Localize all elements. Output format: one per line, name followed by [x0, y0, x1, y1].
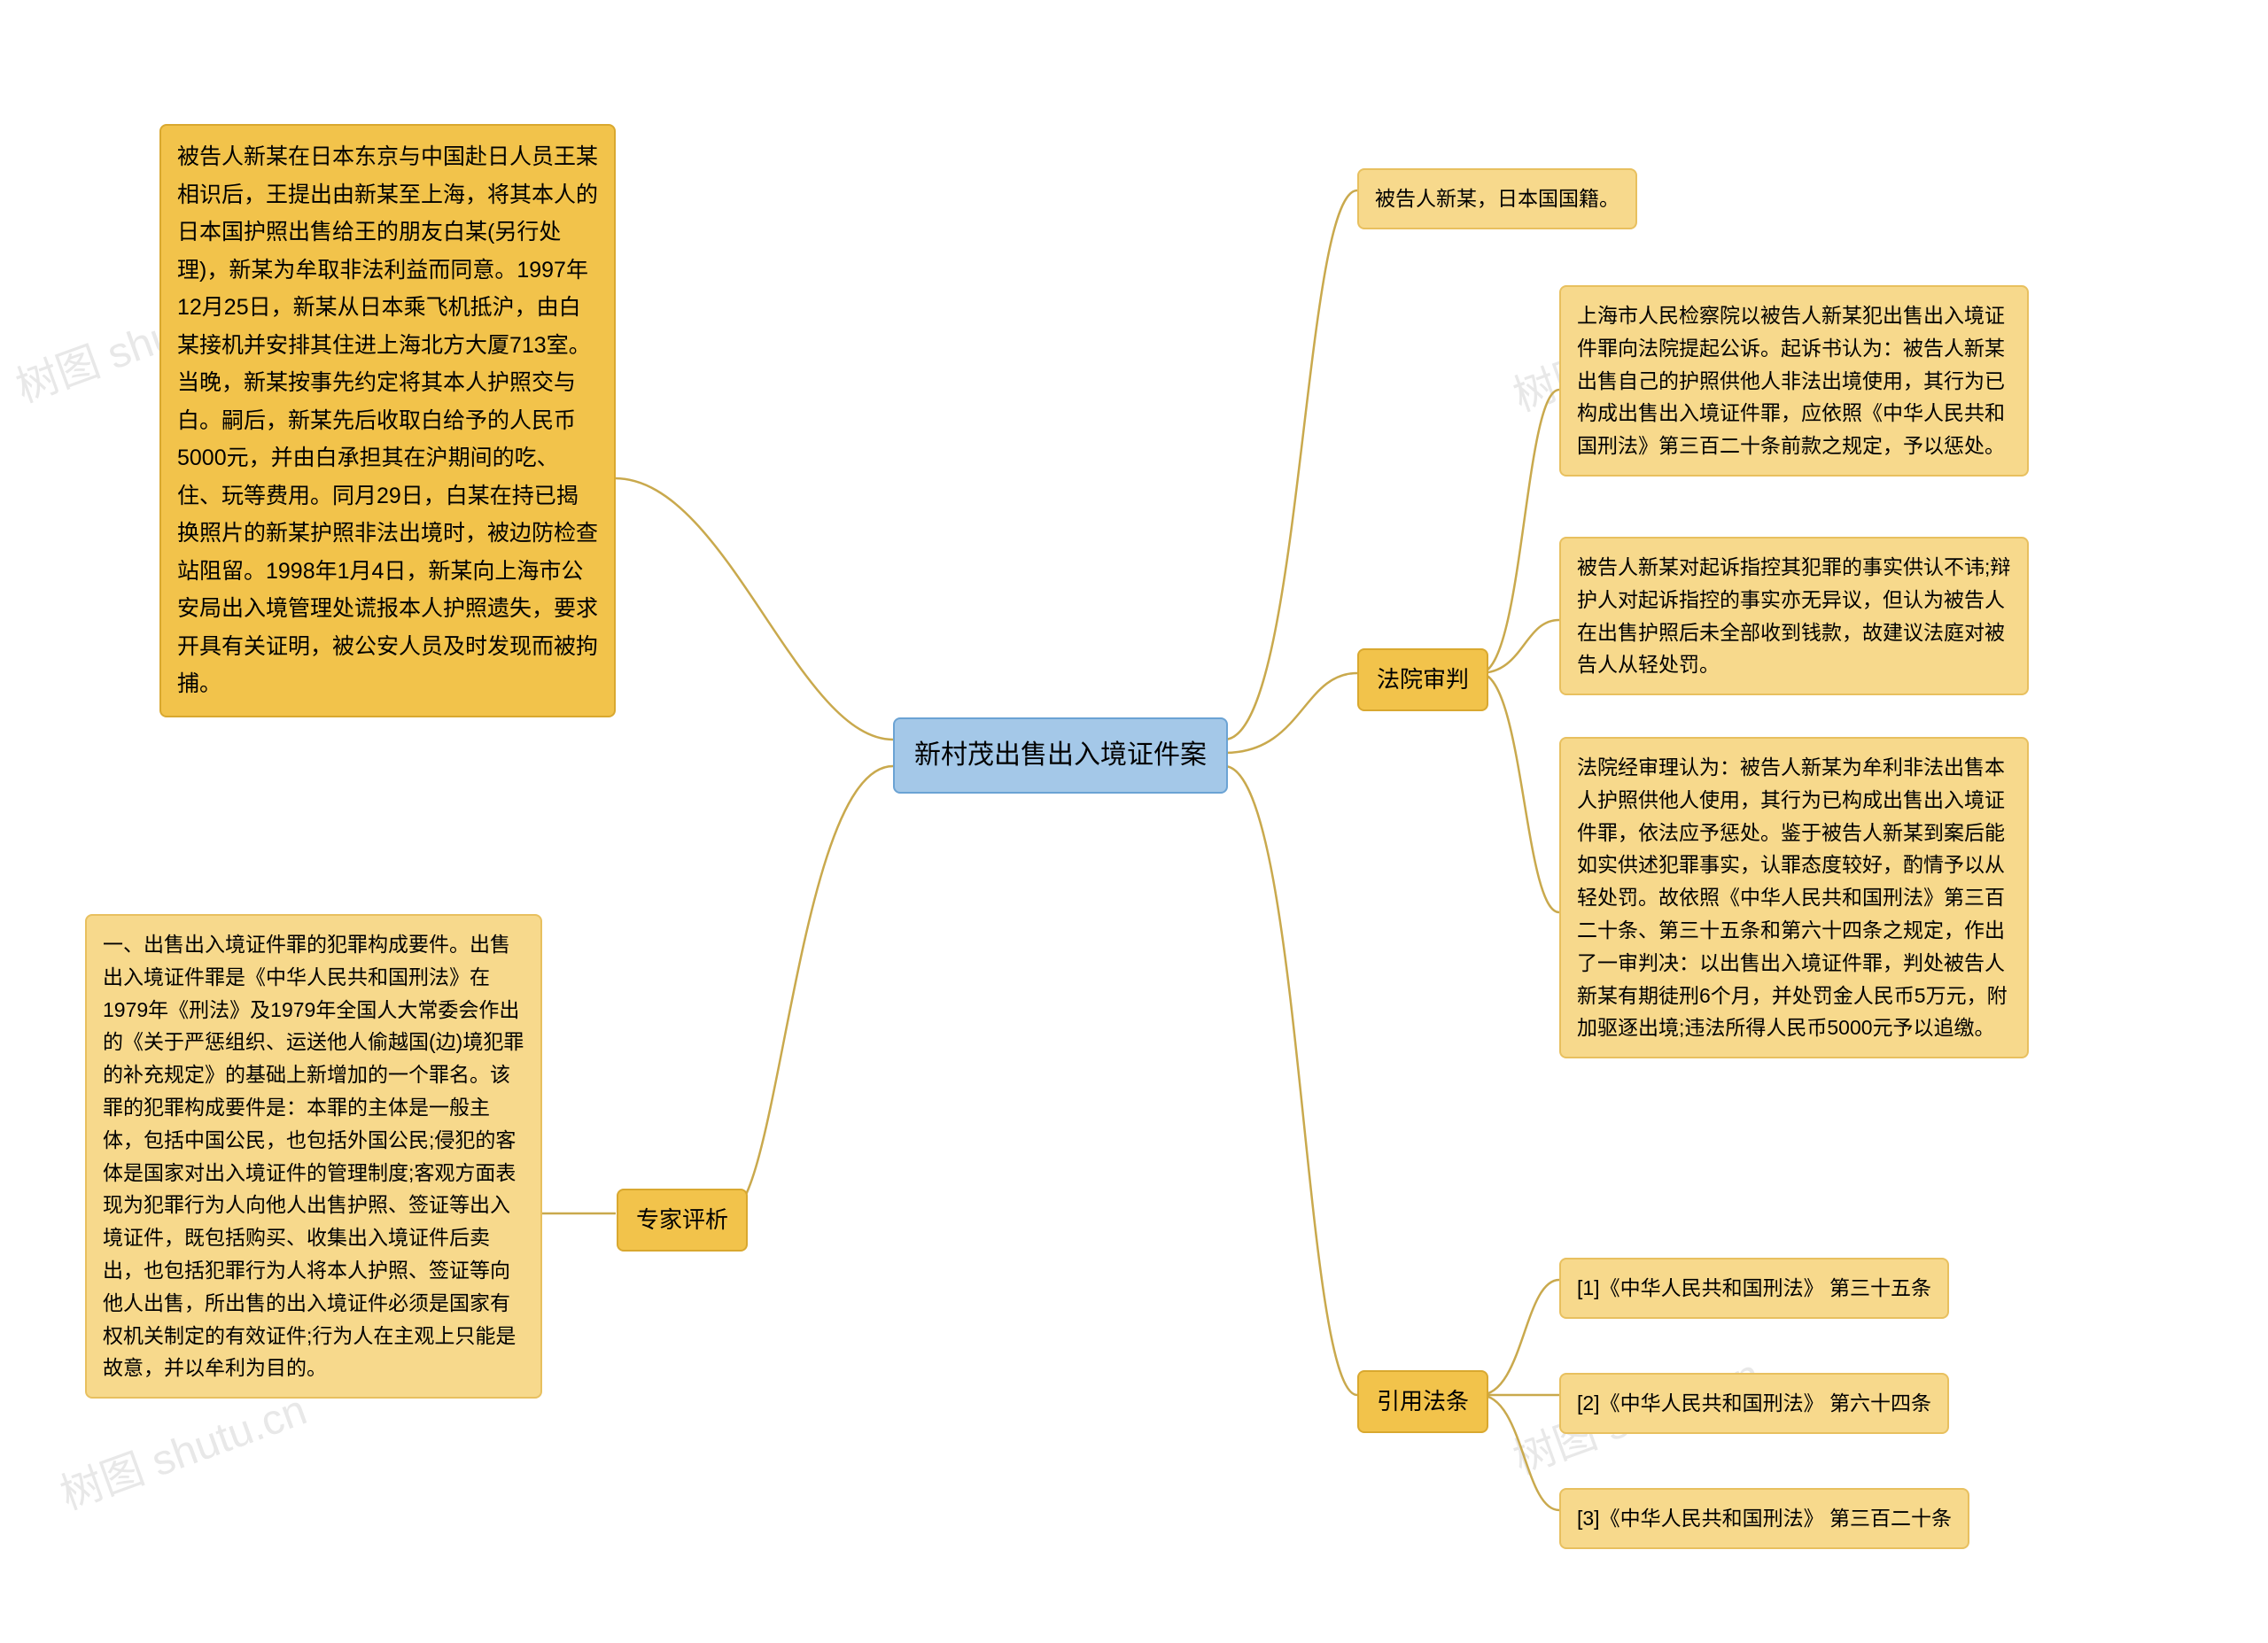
expert-analysis-leaf: 一、出售出入境证件罪的犯罪构成要件。出售出入境证件罪是《中华人民共和国刑法》在1…: [85, 914, 542, 1399]
fact-summary-node: 被告人新某在日本东京与中国赴日人员王某相识后，王提出由新某至上海，将其本人的日本…: [159, 124, 616, 717]
root-node: 新村茂出售出入境证件案: [893, 717, 1228, 794]
defendant-leaf: 被告人新某，日本国国籍。: [1357, 168, 1637, 229]
court-judgment-branch: 法院审判: [1357, 648, 1488, 711]
citation-3: [3]《中华人民共和国刑法》 第三百二十条: [1559, 1488, 1969, 1549]
court-child-1: 上海市人民检察院以被告人新某犯出售出入境证件罪向法院提起公诉。起诉书认为：被告人…: [1559, 285, 2029, 477]
court-child-2: 被告人新某对起诉指控其犯罪的事实供认不讳;辩护人对起诉指控的事实亦无异议，但认为…: [1559, 537, 2029, 695]
expert-analysis-branch: 专家评析: [617, 1189, 748, 1252]
court-child-3: 法院经审理认为：被告人新某为牟利非法出售本人护照供他人使用，其行为已构成出售出入…: [1559, 737, 2029, 1058]
citation-1: [1]《中华人民共和国刑法》 第三十五条: [1559, 1258, 1949, 1319]
citation-branch: 引用法条: [1357, 1370, 1488, 1433]
citation-2: [2]《中华人民共和国刑法》 第六十四条: [1559, 1373, 1949, 1434]
